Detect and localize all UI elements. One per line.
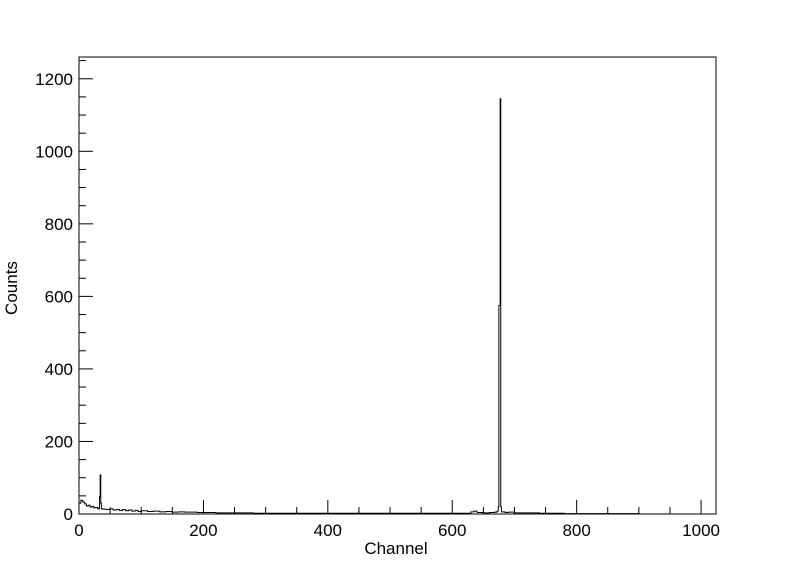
y-tick-label: 200 (45, 432, 73, 451)
x-tick-label: 600 (438, 521, 466, 540)
y-tick-label: 1000 (35, 142, 73, 161)
x-tick-label: 200 (189, 521, 217, 540)
plot-frame (78, 56, 717, 515)
x-tick-label: 800 (562, 521, 590, 540)
y-tick-label: 400 (45, 360, 73, 379)
x-tick-label: 1000 (682, 521, 720, 540)
y-tick-label: 600 (45, 287, 73, 306)
axis-ticks (78, 60, 702, 515)
x-tick-label: 400 (314, 521, 342, 540)
y-axis-label: Counts (2, 261, 21, 315)
y-tick-label: 800 (45, 215, 73, 234)
x-tick-label: 0 (74, 521, 83, 540)
y-tick-label: 0 (64, 505, 73, 524)
x-axis-label: Channel (364, 539, 427, 558)
y-tick-label: 1200 (35, 70, 73, 89)
axis-tick-labels: 0 200 400 600 800 1000 0 200 400 600 800 1000 1200 (35, 70, 720, 540)
series-line (79, 98, 716, 515)
